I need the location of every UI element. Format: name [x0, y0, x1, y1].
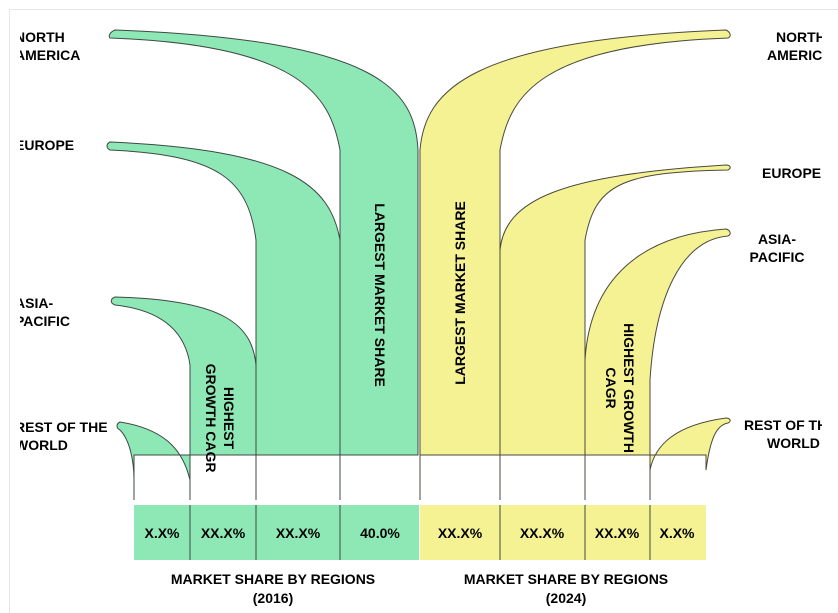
- svg-text:HIGHESTGROWTH CAGR: HIGHESTGROWTH CAGR: [203, 364, 237, 473]
- region-label-right-asia-pacific: ASIA-PACIFIC: [750, 231, 805, 265]
- svg-text:LARGEST MARKET SHARE: LARGEST MARKET SHARE: [372, 203, 388, 387]
- caption-right: MARKET SHARE BY REGIONS (2024): [464, 571, 668, 606]
- value-left-europe: XX.X%: [201, 525, 246, 541]
- value-right-rest-of-world: X.X%: [659, 525, 695, 541]
- value-left-north-america: X.X%: [144, 525, 180, 541]
- bar-right-europe: [499, 164, 731, 500]
- callout-right-highest-growth: HIGHEST GROWTHCAGR: [603, 323, 637, 453]
- value-band-left: [134, 505, 419, 560]
- value-right-europe: XX.X%: [520, 525, 565, 541]
- value-band-dividers: [189, 505, 651, 560]
- region-label-left-europe: EUROPE: [15, 137, 74, 153]
- svg-text:LARGEST MARKET SHARE: LARGEST MARKET SHARE: [452, 201, 468, 385]
- bar-right-north-america: [419, 29, 731, 500]
- callout-right-largest-share: LARGEST MARKET SHARE: [452, 201, 468, 385]
- callout-left-largest-share: LARGEST MARKET SHARE: [372, 203, 388, 387]
- svg-text:HIGHEST GROWTHCAGR: HIGHEST GROWTHCAGR: [603, 323, 637, 453]
- value-left-rest-of-world: 40.0%: [360, 525, 400, 541]
- caption-left: MARKET SHARE BY REGIONS (2016): [171, 571, 375, 606]
- value-left-asia-pacific: XX.X%: [276, 525, 321, 541]
- region-label-left-rest-of-world: REST OF THE WORLD: [15, 419, 108, 453]
- value-right-asia-pacific: XX.X%: [595, 525, 640, 541]
- bar-left-north-america: [108, 29, 419, 500]
- bar-left-europe: [106, 141, 341, 500]
- value-band-right: [420, 505, 706, 560]
- bar-right-asia-pacific: [584, 228, 731, 500]
- region-label-left-asia-pacific: ASIA-PACIFIC: [15, 295, 70, 329]
- bar-right-rest-of-world: [649, 417, 731, 500]
- value-right-north-america: XX.X%: [438, 525, 483, 541]
- region-label-right-rest-of-world: REST OF THE WORLD: [744, 417, 837, 451]
- region-label-left-north-america: NORTH AMERICA: [15, 29, 80, 63]
- region-label-right-europe: EUROPE: [762, 165, 821, 181]
- callout-left-highest-growth: HIGHESTGROWTH CAGR: [203, 364, 237, 473]
- bar-left-asia-pacific: [110, 296, 257, 500]
- frame-border: [9, 9, 838, 613]
- region-label-right-north-america: NORTH AMERICA: [767, 29, 832, 63]
- bar-left-rest-of-world: [116, 421, 191, 500]
